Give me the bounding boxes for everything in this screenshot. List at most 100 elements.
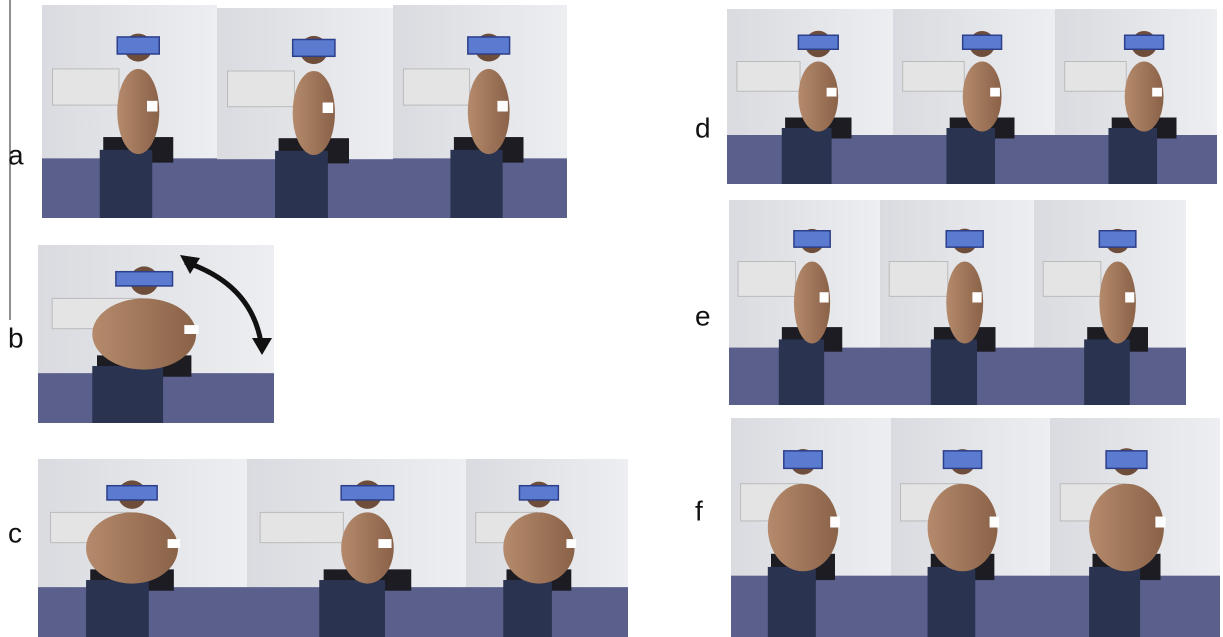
photo bbox=[393, 5, 567, 218]
legs bbox=[275, 150, 328, 218]
radiator bbox=[52, 68, 120, 106]
radiator bbox=[737, 261, 796, 297]
arm-band bbox=[322, 102, 334, 113]
face-mask bbox=[467, 36, 511, 55]
face-mask bbox=[783, 450, 823, 470]
legs bbox=[927, 566, 976, 637]
radiator bbox=[227, 70, 295, 108]
torso bbox=[467, 68, 510, 155]
face-mask bbox=[797, 34, 839, 50]
arm-band bbox=[1125, 292, 1135, 303]
torso bbox=[798, 61, 839, 132]
face-mask bbox=[1098, 230, 1137, 248]
panel-label: b bbox=[8, 322, 24, 353]
radiator bbox=[1064, 61, 1127, 92]
photo bbox=[217, 8, 393, 218]
torso bbox=[86, 512, 179, 584]
legs bbox=[946, 128, 996, 184]
panel-label: e bbox=[695, 300, 711, 331]
arm-band bbox=[167, 539, 181, 548]
face-mask bbox=[942, 450, 983, 470]
arrow-head bbox=[252, 338, 272, 355]
legs bbox=[92, 366, 164, 423]
photo bbox=[466, 459, 628, 637]
arm-band bbox=[184, 325, 199, 334]
panel-label: f bbox=[695, 495, 703, 526]
legs bbox=[86, 580, 149, 637]
torso bbox=[946, 261, 984, 344]
legs bbox=[503, 580, 552, 637]
torso bbox=[117, 68, 160, 155]
radiator bbox=[888, 261, 949, 297]
legs bbox=[1108, 128, 1158, 184]
legs bbox=[1084, 339, 1130, 405]
torso bbox=[92, 298, 197, 370]
torso bbox=[341, 512, 394, 584]
legs bbox=[450, 149, 503, 218]
face-mask bbox=[340, 484, 395, 501]
legs bbox=[99, 149, 153, 218]
torso bbox=[1089, 483, 1164, 572]
face-mask bbox=[793, 230, 831, 248]
photo bbox=[1050, 418, 1220, 637]
radiator bbox=[902, 61, 965, 92]
torso bbox=[927, 483, 998, 572]
torso bbox=[793, 261, 831, 344]
radiator bbox=[259, 511, 344, 544]
legs bbox=[778, 339, 825, 405]
radiator bbox=[402, 68, 471, 106]
photo bbox=[1034, 200, 1186, 405]
arm-band bbox=[826, 87, 837, 97]
arm-band bbox=[972, 292, 982, 303]
arm-band bbox=[566, 539, 577, 548]
arrow-head bbox=[180, 255, 200, 274]
photo bbox=[880, 200, 1034, 405]
panel-label: d bbox=[695, 112, 711, 143]
torso bbox=[503, 512, 575, 584]
legs bbox=[319, 580, 385, 637]
torso bbox=[292, 71, 335, 155]
photo bbox=[893, 9, 1055, 184]
torso bbox=[1124, 61, 1164, 132]
face-mask bbox=[1105, 450, 1148, 470]
legs bbox=[767, 566, 816, 637]
motion-arrow bbox=[184, 259, 265, 351]
arm-band bbox=[1152, 87, 1162, 97]
arm-band bbox=[819, 292, 829, 303]
face-mask bbox=[291, 38, 336, 58]
face-mask bbox=[945, 230, 984, 248]
photo bbox=[891, 418, 1050, 637]
photo bbox=[38, 459, 247, 637]
face-mask bbox=[518, 484, 560, 501]
face-mask bbox=[1123, 34, 1165, 50]
arm-band bbox=[989, 516, 1000, 528]
radiator bbox=[736, 61, 801, 92]
face-mask bbox=[115, 270, 174, 287]
face-mask bbox=[116, 36, 160, 55]
photo bbox=[42, 5, 217, 218]
photo bbox=[731, 418, 891, 637]
photo bbox=[727, 9, 893, 184]
panel-label: a bbox=[8, 139, 24, 170]
legs bbox=[781, 128, 832, 184]
photo bbox=[729, 200, 880, 405]
torso bbox=[962, 61, 1002, 132]
arm-band bbox=[497, 100, 508, 112]
torso bbox=[767, 483, 839, 572]
face-mask bbox=[106, 484, 158, 501]
arm-band bbox=[147, 100, 158, 112]
legs bbox=[930, 339, 978, 405]
arm-band bbox=[378, 539, 392, 548]
arm-band bbox=[1155, 516, 1166, 528]
torso bbox=[1099, 261, 1136, 344]
face-mask bbox=[961, 34, 1003, 50]
arm-band bbox=[990, 87, 1000, 97]
photo bbox=[247, 459, 466, 637]
arm-band bbox=[830, 516, 840, 528]
radiator bbox=[1042, 261, 1102, 297]
photo bbox=[38, 245, 274, 423]
photo bbox=[1055, 9, 1217, 184]
panel-label: c bbox=[8, 517, 22, 548]
legs bbox=[1089, 566, 1141, 637]
